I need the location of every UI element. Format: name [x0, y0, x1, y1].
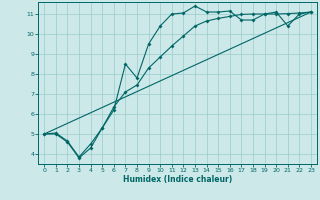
X-axis label: Humidex (Indice chaleur): Humidex (Indice chaleur)	[123, 175, 232, 184]
